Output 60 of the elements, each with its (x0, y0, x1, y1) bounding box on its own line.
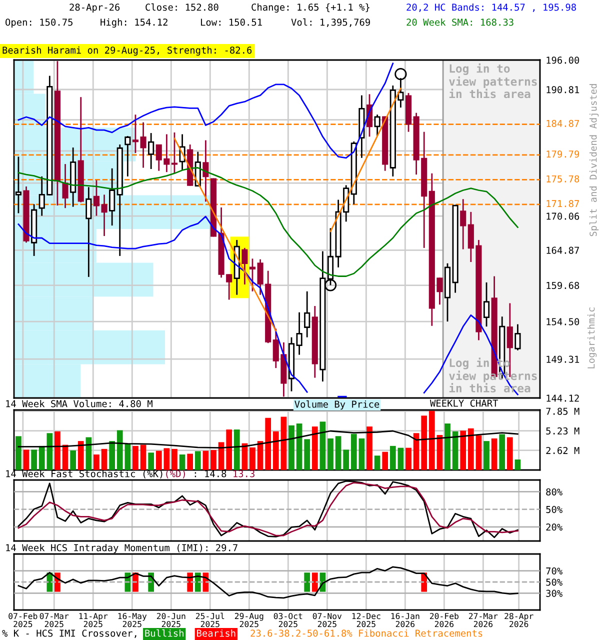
x-tick-label: 25-Jul 2025 (196, 612, 224, 628)
text: Vol: 1,395,769 (291, 18, 370, 27)
ref-line-label: 171.87 (546, 200, 579, 208)
text: Close: 152.80 (146, 3, 218, 11)
text: Logarithmic (587, 308, 597, 368)
x-tick-label: 03-Oct 2025 (274, 612, 302, 628)
x-tick-label: 07-Feb 2025 (8, 612, 38, 628)
y-tick-label: 80% (546, 488, 562, 496)
text: % K - HCS IMI Crossover, (2, 630, 136, 638)
y-tick-label: 50% (546, 506, 562, 514)
x-tick-label: 16-Jan 2026 (391, 612, 420, 628)
y-tick-label: 20% (546, 524, 562, 531)
text: 14 Week Fast Stochastic (%K) (6, 470, 162, 478)
text: 14 Week SMA Volume: 4.80 M (6, 400, 152, 408)
text: Bullish (145, 629, 184, 637)
x-tick-label: 16-May 2025 (118, 612, 147, 628)
text: 14 Week HCS Intraday Momentum (IMI): 29.7 (6, 544, 238, 554)
y-tick-label: 2.62 M (546, 446, 580, 454)
x-tick-label: 20-Feb 2026 (430, 612, 458, 628)
x-tick-label: 11-Apr 2025 (79, 613, 108, 628)
y-tick-label: 144.12 (546, 394, 579, 402)
text: Change: 1.65 {+1.1 %} (252, 3, 370, 13)
ref-line-label: 184.87 (546, 120, 579, 128)
x-tick-label: 28-Apr 2026 (504, 612, 534, 628)
y-tick-label: 154.50 (546, 318, 580, 326)
text: 20,2 HC Bands: 144.57 , 195.98 (406, 3, 576, 12)
text: (%D) (166, 470, 185, 478)
text: Open: 150.75 (6, 18, 72, 28)
text: 20 Week SMA: 168.33 (406, 18, 514, 26)
y-tick-label: 196.00 (546, 56, 580, 64)
x-tick-label: 27-Mar 2026 (468, 612, 498, 628)
text: High: 154.12 (100, 18, 168, 28)
y-tick-label: 30% (546, 590, 562, 597)
text: Volume By Price (294, 400, 380, 410)
y-tick-label: 190.81 (546, 86, 580, 94)
x-tick-label: 12-Dec 2025 (352, 612, 380, 628)
text: 13.3 (234, 470, 254, 478)
y-tick-label: 7.85 M (546, 408, 580, 415)
text: 28-Apr-26 (70, 4, 120, 13)
y-tick-label: 5.23 M (546, 427, 580, 435)
y-tick-label: 149.31 (546, 356, 580, 363)
text: : 14.8 (194, 470, 226, 478)
x-tick-label: 07-Mar 2025 (40, 612, 69, 628)
y-tick-label: 164.87 (546, 246, 579, 254)
band-label: Log in to view patterns in this area (449, 63, 537, 98)
y-tick-label: 159.68 (546, 282, 580, 290)
y-axis-title: Split and Dividend Adjusted (589, 84, 599, 236)
x-tick-label: 29-Aug 2025 (234, 612, 264, 628)
text: Low: 150.51 (200, 18, 262, 26)
ref-line-label: 179.79 (546, 150, 580, 158)
text: WEEKLY CHART (430, 400, 498, 407)
text: 23.6-38.2-50-61.8% Fibonacci Retracements (250, 629, 482, 637)
y-tick-label: 50% (546, 578, 562, 586)
y-tick-label: 170.06 (546, 212, 580, 220)
x-tick-label: 20-Jun 2025 (156, 612, 186, 628)
x-tick-label: 07-Nov 2025 (312, 612, 342, 628)
y-tick-label: 70% (546, 567, 562, 575)
ref-line-label: 175.78 (546, 175, 580, 182)
text: Bearish (197, 629, 236, 637)
text: Bearish Harami on 29-Aug-25, Strength: -82.6 (2, 46, 252, 56)
